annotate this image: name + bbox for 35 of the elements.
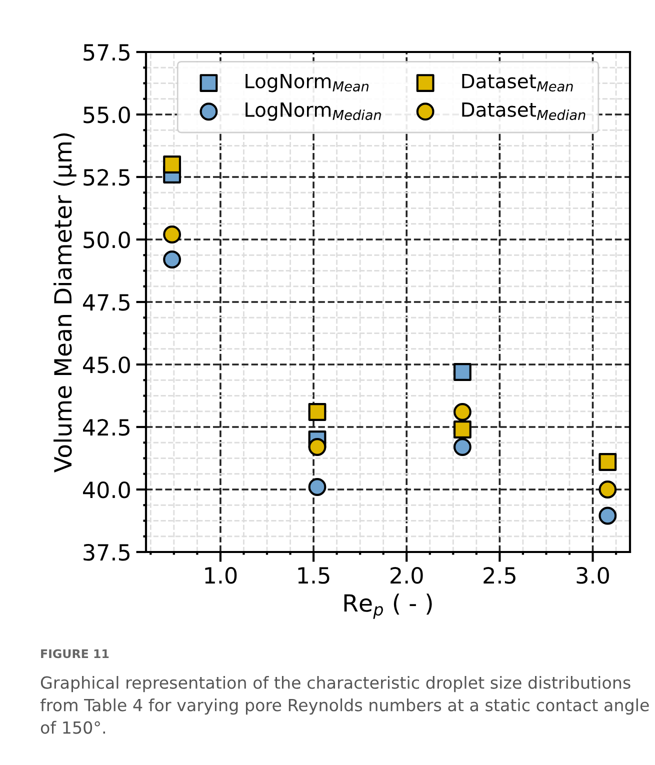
point xyxy=(598,480,617,498)
point xyxy=(163,250,182,268)
point xyxy=(454,420,472,438)
point xyxy=(308,438,326,456)
point xyxy=(598,453,617,471)
point xyxy=(454,363,472,381)
point xyxy=(454,438,472,456)
legend-label: Dataset$_{Mean}$ xyxy=(462,74,573,92)
x-tick-label: 2.0 xyxy=(390,566,423,584)
y-tick-label: 47.5 xyxy=(83,294,130,311)
x-tick-label: 1.5 xyxy=(298,567,330,584)
legend-label: LogNorm$_{Median}$ xyxy=(246,102,381,121)
point xyxy=(454,403,472,421)
y-tick-label: 57.5 xyxy=(84,44,130,61)
y-tick-label: 45.0 xyxy=(83,356,130,374)
legend-label: Dataset$_{Median}$ xyxy=(462,102,586,120)
point xyxy=(308,478,326,496)
y-tick-label: 55.0 xyxy=(84,106,130,124)
legend-label: LogNorm$_{Mean}$ xyxy=(246,74,369,92)
y-tick-label: 52.5 xyxy=(84,168,130,186)
y-tick-label: 50.0 xyxy=(84,231,130,248)
y-axis-title: Volume Mean Diameter (μm) xyxy=(54,133,76,472)
caption: FIGURE 11 xyxy=(41,649,109,658)
text: Graphical representation of the characteristic droplet size distributions from Table 4 for varying pore Reynolds numbers at a static contact angle of 150°. xyxy=(40,676,649,734)
point xyxy=(163,156,182,174)
y-tick-label: 42.5 xyxy=(83,418,130,436)
x-axis-title: Re$_{p}$ ( - ) xyxy=(344,594,432,619)
point xyxy=(308,403,326,421)
y-tick-label: 40.0 xyxy=(83,481,130,498)
x-tick-label: 2.5 xyxy=(484,566,516,584)
point xyxy=(163,226,182,244)
x-tick-label: 1.0 xyxy=(205,566,237,584)
x-tick-label: 3.0 xyxy=(576,566,609,584)
y-tick-label: 37.5 xyxy=(84,544,130,561)
point xyxy=(598,506,617,525)
